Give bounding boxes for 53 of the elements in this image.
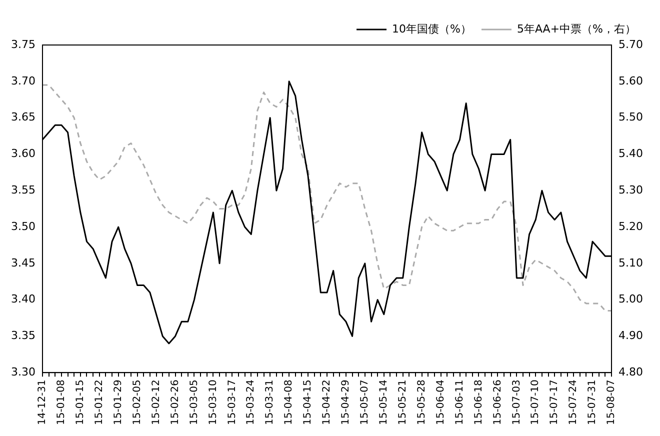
legend-label: 5年AA+中票（%，右） bbox=[516, 22, 636, 36]
x-tick-label: 15-03-10 bbox=[208, 380, 219, 425]
y2-tick-label: 5.60 bbox=[618, 74, 644, 88]
y-tick-label: 3.40 bbox=[10, 292, 36, 306]
y2-tick-label: 5.70 bbox=[618, 38, 644, 51]
x-tick-label: 15-07-24 bbox=[568, 380, 580, 425]
x-tick-label: 15-05-14 bbox=[378, 380, 390, 425]
x-tick-label: 15-02-12 bbox=[150, 380, 162, 425]
legend-label: 10年国债（%） bbox=[392, 22, 472, 36]
x-tick-label: 15-04-22 bbox=[322, 380, 333, 425]
y2-tick-label: 5.00 bbox=[618, 292, 644, 306]
y-tick-label: 3.50 bbox=[10, 220, 36, 233]
x-tick-label: 15-06-11 bbox=[454, 380, 466, 425]
x-tick-label: 15-01-22 bbox=[94, 380, 105, 425]
y-tick-label: 3.75 bbox=[10, 38, 36, 51]
x-tick-label: 15-01-15 bbox=[75, 380, 86, 425]
x-tick-label: 15-06-04 bbox=[435, 380, 446, 425]
x-tick-label: 15-06-18 bbox=[473, 380, 484, 425]
x-tick-label: 15-04-08 bbox=[284, 380, 295, 425]
x-tick-label: 15-03-05 bbox=[188, 380, 200, 425]
y2-tick-label: 5.40 bbox=[618, 147, 644, 160]
y-tick-label: 3.60 bbox=[10, 147, 36, 160]
x-tick-label: 15-03-17 bbox=[226, 380, 238, 425]
x-tick-label: 15-04-15 bbox=[302, 380, 314, 425]
y2-tick-label: 5.20 bbox=[618, 220, 644, 233]
y2-tick-label: 5.50 bbox=[618, 110, 644, 124]
x-tick-label: 15-08-07 bbox=[606, 380, 618, 425]
y2-tick-label: 4.90 bbox=[618, 329, 644, 342]
y-tick-label: 3.45 bbox=[10, 256, 36, 270]
y-tick-label: 3.70 bbox=[10, 74, 36, 88]
y-tick-label: 3.55 bbox=[10, 183, 36, 196]
y-tick-label: 3.35 bbox=[10, 329, 36, 342]
y2-tick-label: 4.80 bbox=[618, 365, 644, 378]
x-tick-label: 15-07-17 bbox=[549, 380, 560, 425]
x-tick-label: 15-03-24 bbox=[246, 380, 257, 425]
x-tick-label: 15-05-28 bbox=[416, 380, 428, 425]
x-tick-label: 15-07-10 bbox=[530, 380, 542, 425]
y2-tick-label: 5.10 bbox=[618, 256, 644, 270]
x-tick-label: 15-02-05 bbox=[132, 380, 143, 425]
x-tick-label: 15-06-26 bbox=[492, 380, 504, 425]
x-tick-label: 15-07-03 bbox=[511, 380, 522, 425]
x-tick-label: 15-03-31 bbox=[264, 380, 276, 425]
x-tick-label: 15-05-07 bbox=[360, 380, 371, 425]
x-tick-label: 15-04-29 bbox=[340, 380, 352, 425]
x-tick-label: 15-05-21 bbox=[397, 380, 408, 425]
x-tick-label: 15-02-26 bbox=[170, 380, 181, 425]
y-tick-label: 3.30 bbox=[10, 365, 36, 378]
x-tick-label: 14-12-31 bbox=[37, 380, 48, 425]
x-tick-label: 15-07-31 bbox=[587, 380, 598, 425]
x-tick-label: 15-01-29 bbox=[112, 380, 124, 425]
y2-tick-label: 5.30 bbox=[618, 183, 644, 196]
y-tick-label: 3.65 bbox=[10, 110, 36, 124]
x-tick-label: 15-01-08 bbox=[56, 380, 68, 425]
